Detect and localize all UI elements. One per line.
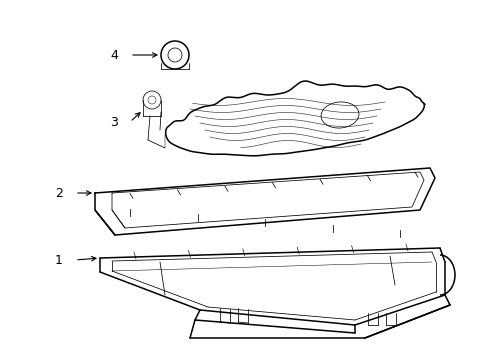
Text: 4: 4	[110, 49, 118, 62]
Text: 1: 1	[55, 253, 63, 266]
Text: 3: 3	[110, 116, 118, 129]
Text: 2: 2	[55, 186, 63, 199]
